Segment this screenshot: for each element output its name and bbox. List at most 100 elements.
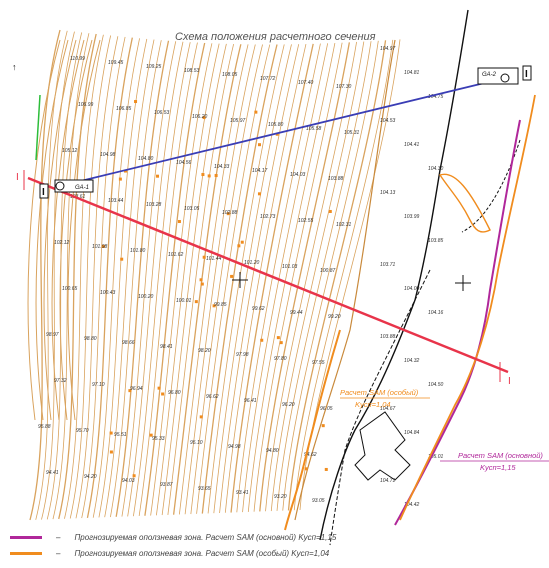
elevation-label: 94.98 bbox=[228, 444, 241, 450]
contour-line bbox=[110, 40, 162, 518]
contour-line bbox=[287, 40, 387, 511]
orange-loop bbox=[438, 173, 491, 233]
contour-line bbox=[144, 42, 206, 516]
elevation-label: 107.30 bbox=[336, 84, 352, 90]
section-line-red bbox=[27, 176, 509, 374]
contour-line bbox=[67, 39, 101, 421]
contour-line bbox=[138, 42, 198, 517]
contour-line bbox=[178, 44, 249, 515]
elevation-label: 106.20 bbox=[192, 114, 208, 120]
contour-line bbox=[293, 39, 394, 511]
elevation-label: 106.53 bbox=[154, 110, 170, 116]
elevation-label: 105.58 bbox=[306, 126, 322, 132]
elevation-label: 95.10 bbox=[190, 440, 203, 446]
contour-line bbox=[29, 29, 61, 521]
survey-point bbox=[109, 450, 113, 454]
section-marker-left: I bbox=[42, 187, 45, 198]
contour-line bbox=[167, 43, 235, 515]
contour-line bbox=[155, 43, 220, 516]
elevation-label: 108.05 bbox=[222, 72, 238, 78]
elevation-label: 105.01 bbox=[428, 454, 444, 460]
survey-point bbox=[156, 174, 160, 178]
legend-item-special: – Прогнозируемая оползневая зона. Расчет… bbox=[10, 545, 329, 561]
elevation-label: 103.05 bbox=[184, 206, 200, 212]
contour-line bbox=[190, 44, 263, 515]
elevation-label: 104.30 bbox=[428, 166, 444, 172]
elevation-label: 98.80 bbox=[84, 336, 97, 342]
contour-line bbox=[259, 42, 351, 512]
elevation-label: 105.80 bbox=[268, 122, 284, 128]
elevation-label: 99.85 bbox=[214, 302, 227, 308]
elevation-label: 104.32 bbox=[404, 358, 420, 364]
survey-point bbox=[304, 467, 308, 471]
contour-line bbox=[213, 44, 292, 514]
contour-line bbox=[230, 43, 314, 513]
elevation-label: 104.41 bbox=[404, 142, 420, 148]
elevation-labels: 110.99 109.45 109.25 108.53 108.05 107.72 107.… bbox=[38, 46, 444, 508]
contour-line bbox=[52, 33, 90, 520]
elevation-label: 98.97 bbox=[46, 332, 59, 338]
elevation-label: 103.85 bbox=[428, 238, 444, 244]
contour-line bbox=[161, 43, 227, 516]
survey-point bbox=[128, 389, 132, 393]
left-station-label: GA-1 bbox=[75, 185, 89, 191]
elevation-label: 104.17 bbox=[252, 168, 268, 174]
elevation-label: 104.67 bbox=[380, 406, 396, 412]
survey-point bbox=[214, 174, 218, 178]
green-boundary-line bbox=[35, 94, 41, 161]
survey-point bbox=[275, 132, 279, 136]
survey-point bbox=[202, 255, 206, 259]
survey-point bbox=[240, 240, 244, 244]
map-title: Схема положения расчетного сечения bbox=[175, 31, 376, 43]
road-line-2 bbox=[329, 269, 431, 546]
elevation-label: 96.62 bbox=[206, 394, 219, 400]
survey-point bbox=[226, 212, 230, 216]
contour-line bbox=[172, 44, 242, 515]
elevation-label: 95.33 bbox=[152, 436, 165, 442]
survey-points bbox=[101, 100, 332, 478]
elevation-label: 99.44 bbox=[290, 310, 303, 316]
survey-point bbox=[177, 220, 181, 224]
elevation-label: 96.20 bbox=[282, 402, 295, 408]
contour-line bbox=[224, 43, 307, 513]
contour-line bbox=[184, 44, 256, 515]
survey-point bbox=[124, 169, 128, 173]
contour-line bbox=[69, 35, 112, 519]
survey-point bbox=[161, 392, 165, 396]
elevation-label: 102.31 bbox=[336, 222, 352, 228]
elevation-label: 100.01 bbox=[176, 298, 192, 304]
elevation-label: 98.66 bbox=[122, 340, 135, 346]
contour-line bbox=[276, 41, 372, 511]
elevation-label: 104.97 bbox=[380, 46, 396, 52]
elevation-label: 101.20 bbox=[244, 260, 260, 266]
elevation-label: 105.97 bbox=[230, 118, 246, 124]
survey-point bbox=[101, 244, 105, 248]
elevation-label: 100.20 bbox=[138, 294, 154, 300]
elevation-label: 106.99 bbox=[78, 102, 94, 108]
survey-point bbox=[257, 143, 261, 147]
right-station-label: GA-2 bbox=[482, 72, 497, 78]
elevation-label: 103.71 bbox=[380, 262, 396, 268]
elevation-label: 99.20 bbox=[328, 314, 341, 320]
contour-line bbox=[104, 39, 155, 518]
elevation-label: 98.20 bbox=[198, 348, 211, 354]
elevation-label: 93.65 bbox=[198, 486, 211, 492]
crosshair-mark bbox=[232, 272, 471, 291]
elevation-label: 104.13 bbox=[380, 190, 396, 196]
main-zone-label: Расчет SAM (основной) Kусп=1,15 bbox=[440, 451, 549, 472]
elevation-label: 94.20 bbox=[84, 474, 97, 480]
contour-line bbox=[92, 38, 140, 518]
contour-line bbox=[219, 44, 300, 514]
elevation-label: 102.12 bbox=[54, 240, 70, 246]
elevation-label: 100.43 bbox=[100, 290, 116, 296]
contour-line bbox=[121, 41, 177, 517]
elevation-label: 103.44 bbox=[108, 198, 124, 204]
elevation-label: 103.88 bbox=[380, 334, 396, 340]
contour-line bbox=[46, 32, 83, 520]
elevation-label: 105.31 bbox=[344, 130, 360, 136]
elevation-label: 104.84 bbox=[404, 430, 420, 436]
elevation-label: 104.81 bbox=[404, 70, 420, 76]
elevation-label: 93.41 bbox=[236, 490, 249, 496]
contour-line bbox=[236, 43, 321, 513]
contour-line bbox=[43, 39, 77, 421]
